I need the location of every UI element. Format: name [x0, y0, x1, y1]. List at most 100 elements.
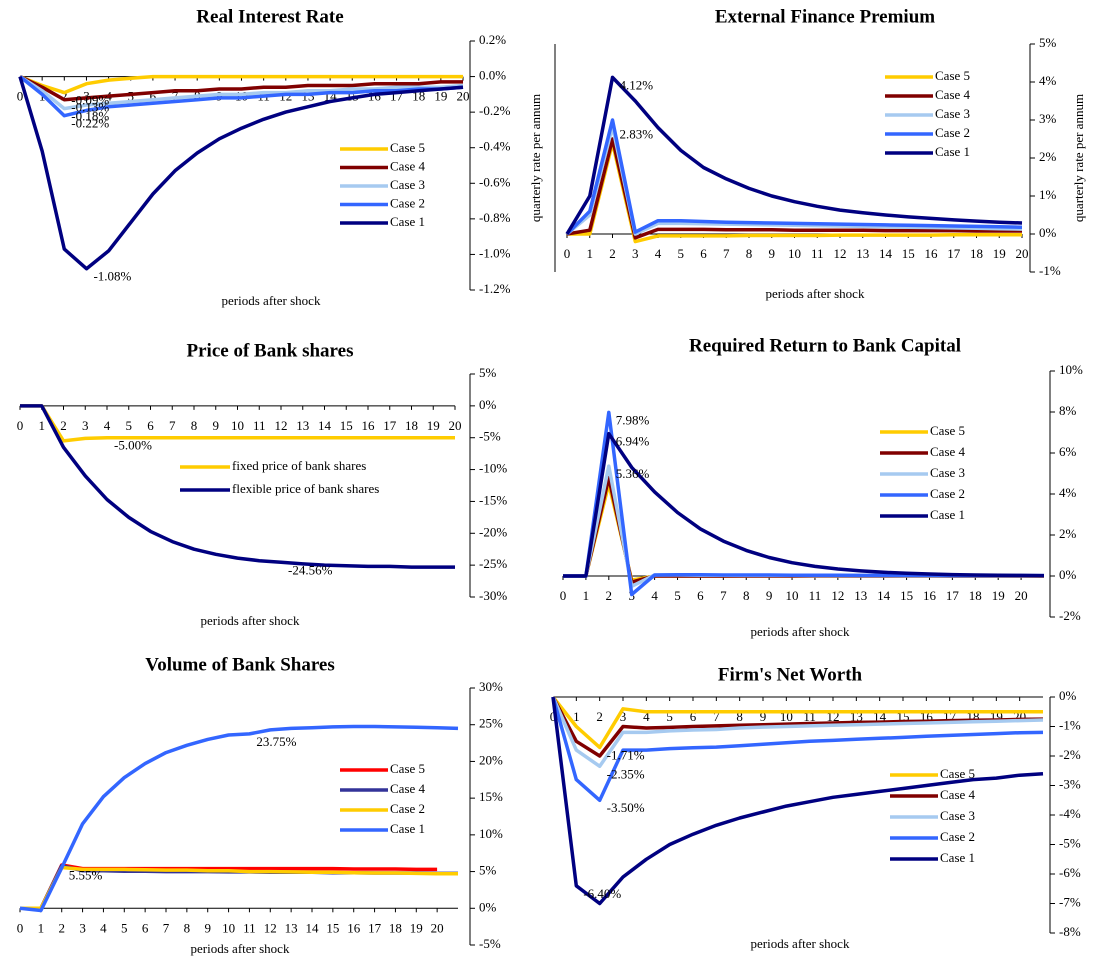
x-tick-label: 10: [231, 418, 244, 433]
data-label: -5.00%: [114, 438, 152, 453]
data-label: -0.13%: [71, 100, 109, 115]
y-tick-label: 0%: [479, 899, 497, 914]
x-tick-label: 12: [831, 588, 844, 603]
legend-label: Case 3: [390, 177, 425, 192]
x-tick-label: 8: [736, 709, 743, 724]
series-line: [551, 696, 1044, 906]
x-tick-label: 6: [147, 418, 154, 433]
legend-label: Case 5: [935, 68, 970, 83]
y-tick-label: -0.2%: [479, 103, 511, 118]
x-tick-label: 3: [620, 709, 627, 724]
x-tick-label: 9: [760, 709, 767, 724]
x-tick-label: 8: [746, 246, 753, 261]
x-tick-label: 7: [713, 709, 720, 724]
x-tick-label: 1: [583, 588, 590, 603]
x-tick-label: 12: [275, 418, 288, 433]
data-label: -3.50%: [607, 800, 645, 815]
data-label: 2.83%: [620, 126, 654, 141]
legend-label: Case 5: [390, 761, 425, 776]
x-tick-label: 3: [79, 920, 86, 935]
y-tick-label: 0.0%: [479, 68, 506, 83]
x-tick-label: 1: [39, 418, 46, 433]
data-label: 23.75%: [256, 734, 296, 749]
legend-label: Case 5: [390, 140, 425, 155]
chart-title: External Finance Premium: [715, 6, 935, 27]
x-tick-label: 3: [632, 246, 639, 261]
y-tick-label: -2%: [1059, 608, 1081, 623]
x-tick-label: 2: [596, 709, 603, 724]
x-tick-label: 19: [993, 246, 1006, 261]
data-label: 5.55%: [69, 868, 103, 883]
x-tick-label: 20: [449, 418, 462, 433]
legend-label: Case 2: [390, 195, 425, 210]
y-axis-label: quarterly rate per annum: [528, 94, 543, 222]
series-line: [566, 137, 1022, 240]
x-tick-label: 19: [427, 418, 440, 433]
legend-label: Case 4: [930, 444, 966, 459]
x-tick-label: 20: [1016, 246, 1029, 261]
y-tick-label: -5%: [479, 429, 501, 444]
legend-label: Case 4: [390, 781, 426, 796]
x-tick-label: 3: [82, 418, 89, 433]
x-tick-label: 0: [17, 920, 24, 935]
y-tick-label: 0%: [1059, 567, 1077, 582]
y-tick-label: -5%: [1059, 835, 1081, 850]
x-tick-label: 17: [947, 246, 961, 261]
series-line: [565, 75, 1023, 235]
x-tick-label: 13: [296, 418, 309, 433]
series-line: [551, 696, 1044, 769]
x-tick-label: 8: [184, 920, 191, 935]
y-tick-label: -15%: [479, 492, 507, 507]
x-tick-label: 7: [723, 246, 730, 261]
y-tick-label: 3%: [1039, 111, 1057, 126]
y-tick-label: -4%: [1059, 806, 1081, 821]
chart-title: Firm's Net Worth: [718, 664, 863, 685]
chart-title: Price of Bank shares: [187, 340, 354, 361]
x-tick-label: 13: [856, 246, 869, 261]
x-tick-label: 10: [788, 246, 801, 261]
x-tick-label: 16: [923, 588, 937, 603]
data-label: -24.56%: [288, 562, 333, 577]
x-tick-label: 10: [786, 588, 799, 603]
series-line: [20, 404, 455, 443]
series-line: [551, 695, 1043, 750]
x-tick-label: 15: [902, 246, 915, 261]
y2-axis-label: quarterly rate per annum: [1071, 94, 1086, 222]
legend-label: Case 1: [390, 821, 425, 836]
x-tick-label: 19: [434, 89, 447, 104]
y-tick-label: 5%: [479, 365, 497, 380]
y-tick-label: -0.6%: [479, 174, 511, 189]
data-label: -1.08%: [93, 269, 131, 284]
series-line: [563, 475, 1044, 584]
legend-label: Case 1: [390, 214, 425, 229]
series-line: [567, 141, 1022, 244]
y-tick-label: -0.8%: [479, 210, 511, 225]
x-tick-label: 6: [697, 588, 704, 603]
x-tick-label: 5: [126, 418, 133, 433]
x-tick-label: 6: [700, 246, 707, 261]
x-tick-label: 9: [769, 246, 776, 261]
data-label: 4.12%: [620, 77, 654, 92]
x-tick-label: 12: [264, 920, 277, 935]
x-tick-label: 6: [150, 89, 157, 104]
legend-label: Case 3: [935, 106, 970, 121]
chart-title: Real Interest Rate: [196, 6, 343, 27]
x-tick-label: 15: [900, 588, 913, 603]
x-tick-label: 9: [766, 588, 773, 603]
x-tick-label: 18: [389, 920, 402, 935]
y-tick-label: 10%: [479, 826, 503, 841]
legend-label: Case 3: [940, 808, 975, 823]
series-line: [18, 75, 464, 118]
x-tick-label: 8: [191, 418, 198, 433]
x-tick-label: 16: [347, 920, 361, 935]
x-tick-label: 20: [1015, 588, 1028, 603]
y-tick-label: -3%: [1059, 776, 1081, 791]
y-tick-label: 4%: [1059, 485, 1077, 500]
y-tick-label: -25%: [479, 556, 507, 571]
x-tick-label: 5: [666, 709, 673, 724]
x-tick-label: 14: [318, 418, 332, 433]
x-tick-label: 0: [17, 418, 24, 433]
x-tick-label: 5: [674, 588, 681, 603]
x-tick-label: 1: [38, 920, 45, 935]
y-tick-label: 30%: [479, 679, 503, 694]
